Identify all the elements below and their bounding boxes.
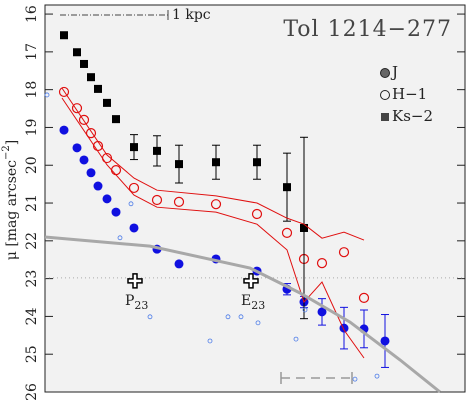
legend-symbol (380, 90, 390, 100)
y-tick-label: 25 (24, 345, 40, 363)
plot-area (44, 4, 466, 393)
data-point (129, 223, 139, 233)
data-point (80, 59, 88, 68)
data-point (300, 223, 308, 232)
data-point (112, 115, 120, 124)
data-point (210, 199, 222, 210)
point-label-main: P (125, 293, 134, 309)
range-bar (280, 372, 353, 384)
y-label-end: ] (4, 140, 20, 145)
y-tick-label: 17 (24, 43, 40, 61)
data-point (128, 182, 140, 194)
y-tick-label: 18 (24, 81, 40, 99)
data-point (374, 373, 380, 379)
point-label-sub: 23 (251, 299, 265, 312)
series-line (61, 87, 365, 241)
data-point (173, 196, 185, 208)
data-point (85, 128, 97, 139)
data-point (281, 227, 293, 238)
data-point (225, 314, 231, 320)
point-label: E23 (241, 293, 265, 312)
data-point (103, 98, 111, 107)
data-point (207, 338, 213, 344)
data-point (251, 208, 263, 220)
data-point (79, 155, 89, 165)
data-point (238, 314, 244, 320)
data-point (212, 158, 220, 167)
y-label-main: μ [mag arcsec (4, 160, 20, 260)
series-line (61, 97, 365, 359)
y-tick-label: 16 (24, 5, 40, 23)
point-label-sub: 23 (134, 299, 148, 312)
point-marker (243, 273, 259, 289)
data-point (317, 307, 327, 317)
data-point (352, 376, 358, 382)
data-point (175, 160, 183, 169)
y-tick-label: 21 (24, 194, 40, 212)
data-point (60, 31, 68, 40)
scale-bar-label: 1 kpc (172, 7, 211, 23)
y-tick-label: 26 (24, 383, 40, 401)
data-point (380, 336, 390, 346)
data-point (93, 181, 103, 191)
data-point (338, 247, 350, 258)
data-point (111, 207, 121, 217)
data-point (358, 292, 370, 303)
y-tick-label: 24 (24, 307, 40, 325)
data-point (255, 320, 261, 326)
data-point (151, 194, 163, 206)
data-point (71, 103, 83, 114)
data-point (58, 86, 70, 98)
point-label: P23 (125, 293, 148, 312)
data-point (44, 92, 50, 98)
chart-title: Tol 1214−277 (283, 17, 452, 42)
data-point (174, 259, 184, 269)
legend-symbol (380, 68, 390, 78)
data-point (128, 201, 134, 207)
legend-label: H−1 (392, 85, 427, 103)
y-axis-label: μ [mag arcsec−2] (1, 140, 21, 260)
data-point (117, 235, 123, 241)
y-tick-label: 20 (24, 156, 40, 174)
y-tick-label: 23 (24, 270, 40, 288)
data-point (130, 143, 138, 152)
data-point (302, 307, 308, 313)
data-point (253, 158, 261, 167)
data-point (147, 314, 153, 320)
data-point (87, 73, 95, 82)
data-point (94, 84, 102, 93)
series-line (44, 235, 441, 394)
data-point (153, 146, 161, 155)
legend-symbol (381, 113, 389, 121)
data-point (339, 323, 349, 333)
y-tick-label: 22 (24, 232, 40, 250)
data-point (102, 194, 112, 204)
y-tick-label: 19 (24, 119, 40, 137)
legend-label: J (390, 63, 398, 81)
data-point (293, 336, 299, 342)
data-point (316, 258, 328, 269)
point-marker (127, 273, 143, 289)
legend-label: Ks−2 (392, 107, 433, 125)
data-point (86, 168, 96, 178)
data-point (72, 143, 82, 153)
point-label-main: E (241, 293, 251, 309)
data-point (59, 125, 69, 135)
data-point (283, 183, 291, 192)
data-point (78, 114, 90, 125)
y-label-sup: −2 (1, 145, 12, 160)
data-point (73, 48, 81, 57)
